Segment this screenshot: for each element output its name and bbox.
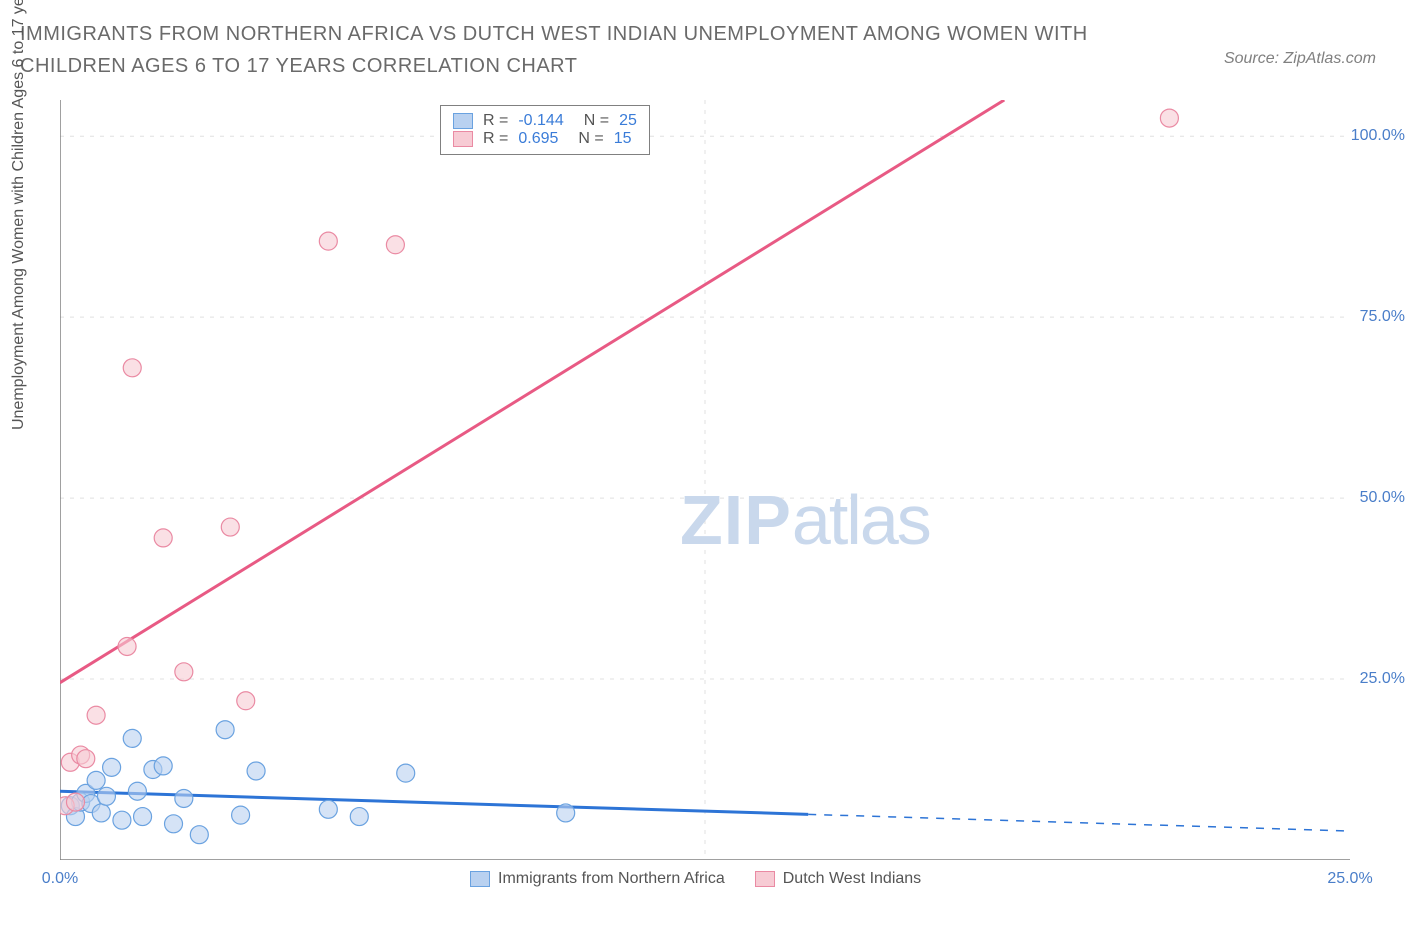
legend-swatch <box>453 113 473 129</box>
y-tick-label: 75.0% <box>1360 308 1405 326</box>
y-tick-label: 100.0% <box>1351 127 1405 145</box>
legend-n-label: N = <box>578 130 603 148</box>
legend-swatch <box>453 131 473 147</box>
series-legend-item: Immigrants from Northern Africa <box>470 870 725 888</box>
legend-n-value: 25 <box>619 112 637 130</box>
series-legend-label: Immigrants from Northern Africa <box>498 870 725 888</box>
correlation-legend: R = -0.144 N = 25 R = 0.695 N = 15 <box>440 105 650 155</box>
scatter-plot <box>60 100 1350 860</box>
legend-swatch <box>755 871 775 887</box>
legend-r-label: R = <box>483 130 508 148</box>
chart-area: R =-0.144N =25R = 0.695N =15 Immigrants … <box>60 100 1350 860</box>
chart-title: IMMIGRANTS FROM NORTHERN AFRICA VS DUTCH… <box>20 18 1120 82</box>
legend-n-value: 15 <box>614 130 632 148</box>
y-tick-label: 25.0% <box>1360 670 1405 688</box>
legend-swatch <box>470 871 490 887</box>
legend-r-value: 0.695 <box>518 130 558 148</box>
source-attribution: Source: ZipAtlas.com <box>1224 50 1376 68</box>
legend-n-label: N = <box>584 112 609 130</box>
legend-r-value: -0.144 <box>518 112 563 130</box>
series-legend: Immigrants from Northern Africa Dutch Wes… <box>470 870 921 888</box>
legend-r-label: R = <box>483 112 508 130</box>
legend-row: R = -0.144 N = 25 <box>453 112 637 130</box>
y-tick-label: 50.0% <box>1360 489 1405 507</box>
series-legend-label: Dutch West Indians <box>783 870 921 888</box>
x-tick-label: 0.0% <box>42 870 78 888</box>
y-axis-label: Unemployment Among Women with Children A… <box>10 0 28 430</box>
legend-row: R = 0.695 N = 15 <box>453 130 637 148</box>
series-legend-item: Dutch West Indians <box>755 870 921 888</box>
x-tick-label: 25.0% <box>1327 870 1372 888</box>
